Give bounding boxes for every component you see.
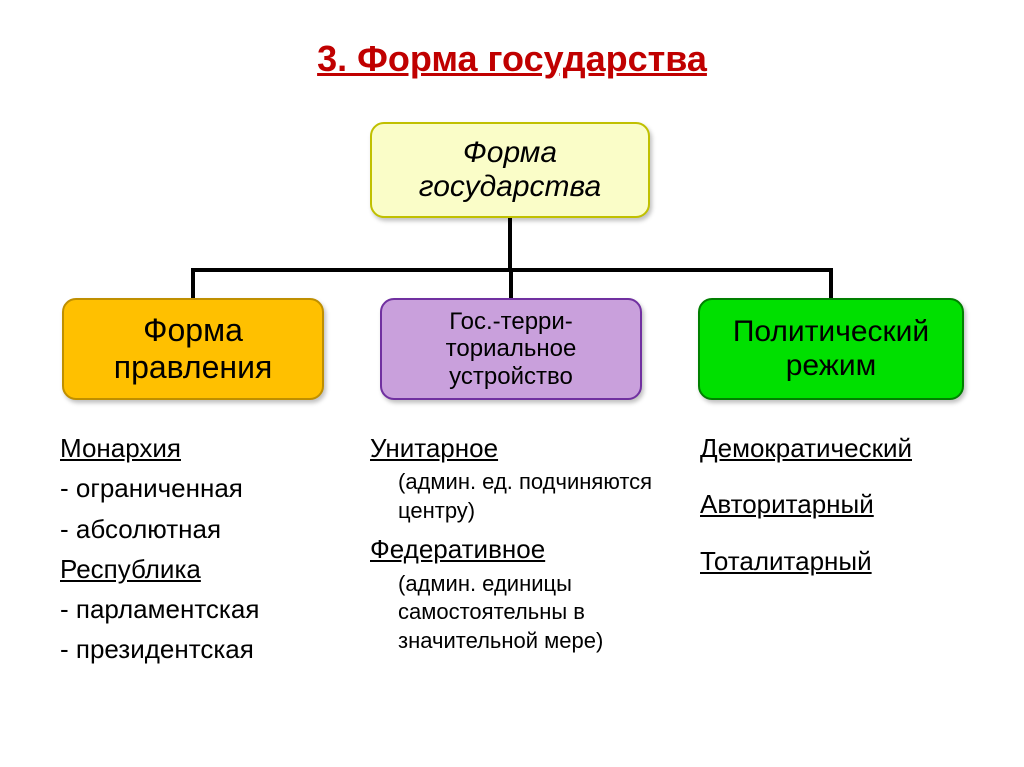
branch-node-2: Политический режим — [698, 298, 964, 400]
list-item: (админ. ед. подчиняются центру) — [370, 468, 670, 525]
list-item: Унитарное — [370, 428, 670, 468]
root-node: Форма государства — [370, 122, 650, 218]
branch-list-2: Демократический Авторитарный Тоталитарный — [700, 428, 1000, 597]
list-item: Авторитарный — [700, 484, 1000, 524]
list-item: Демократический — [700, 428, 1000, 468]
list-item: (админ. единицы самостоятельны в значите… — [370, 570, 670, 656]
branch-list-0: Монархия- ограниченная- абсолютнаяРеспуб… — [60, 428, 360, 670]
page-title: 3. Форма государства — [0, 0, 1024, 80]
diagram-area: Форма государства Форма правления Монархия… — [0, 80, 1024, 760]
list-item: - парламентская — [60, 589, 360, 629]
list-item: Тоталитарный — [700, 541, 1000, 581]
list-item: - президентская — [60, 629, 360, 669]
branch-node-0: Форма правления — [62, 298, 324, 400]
list-item: - ограниченная — [60, 468, 360, 508]
branch-list-1: Унитарное(админ. ед. подчиняются центру)… — [370, 428, 670, 660]
list-item: Республика — [60, 549, 360, 589]
list-item: Монархия — [60, 428, 360, 468]
title-text: 3. Форма государства — [317, 38, 707, 79]
branch-node-1: Гос.-терри-ториальное устройство — [380, 298, 642, 400]
list-item: Федеративное — [370, 529, 670, 569]
list-item: - абсолютная — [60, 509, 360, 549]
